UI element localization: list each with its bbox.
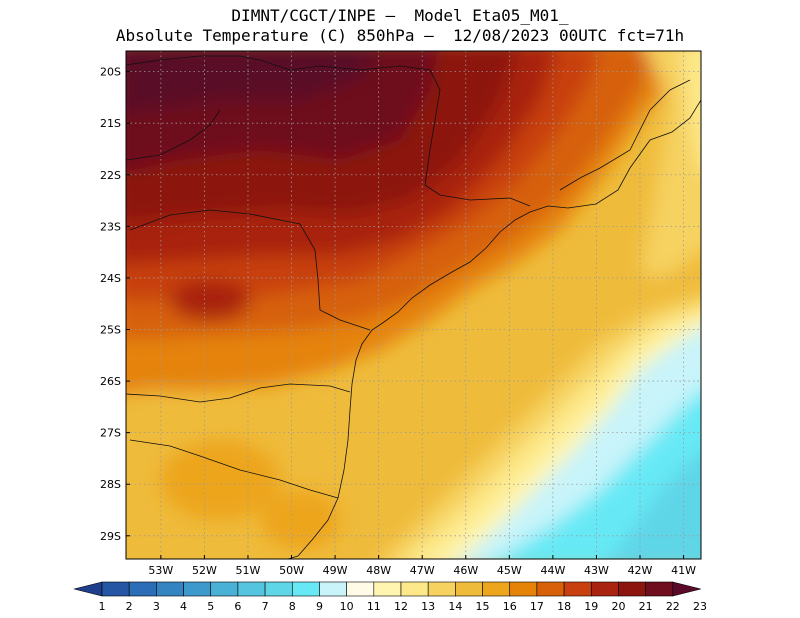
colorbar-swatch (128, 581, 157, 597)
latitude-axis: 20S 21S 22S 23S 24S 25S 26S 27S 28S 29S (100, 66, 130, 543)
lat-tick-label: 22S (100, 169, 121, 182)
temperature-field (126, 51, 701, 559)
colorbar-label: 4 (180, 600, 187, 613)
lat-tick-label: 25S (100, 323, 121, 336)
colorbar: 1 2 3 4 5 6 7 8 9 10 11 12 13 14 15 16 17 18 19 20 21 22 23 (73, 581, 707, 613)
colorbar-label: 7 (262, 600, 269, 613)
colorbar-swatch (291, 581, 320, 597)
colorbar-label: 17 (530, 600, 544, 613)
colorbar-label: 3 (153, 600, 160, 613)
border-sc-rs (129, 439, 339, 499)
lon-tick-label: 49W (323, 564, 348, 577)
colorbar-swatch (455, 581, 483, 597)
coastline (287, 99, 701, 559)
colorbar-label: 16 (503, 600, 517, 613)
colorbar-swatch (319, 581, 347, 597)
colorbar-label: 5 (207, 600, 214, 613)
colorbar-swatch (346, 581, 375, 597)
map-title-line1: DIMNT/CGCT/INPE – Model Eta05_M01_ (231, 6, 569, 25)
colorbar-swatch (101, 581, 130, 597)
colorbar-label: 18 (557, 600, 571, 613)
colorbar-label: 6 (234, 600, 241, 613)
lat-tick-label: 23S (100, 220, 121, 233)
colorbar-swatch (563, 581, 592, 597)
colorbar-label: 11 (367, 600, 381, 613)
border-ms (126, 109, 221, 161)
lon-tick-label: 48W (366, 564, 391, 577)
colorbar-swatch (400, 581, 429, 597)
colorbar-label: 22 (666, 600, 680, 613)
lon-tick-label: 44W (540, 564, 565, 577)
state-borders (126, 55, 701, 559)
colorbar-label: 1 (99, 600, 106, 613)
lon-tick-label: 43W (584, 564, 609, 577)
colorbar-swatch (509, 581, 538, 597)
lat-tick-label: 24S (100, 272, 121, 285)
colorbar-label: 15 (476, 600, 490, 613)
colorbar-swatch (536, 581, 565, 597)
colorbar-swatch (482, 581, 511, 597)
colorbar-label: 2 (126, 600, 133, 613)
colorbar-label: 8 (289, 600, 296, 613)
lon-tick-label: 41W (671, 564, 696, 577)
colorbar-swatch (427, 581, 456, 597)
colorbar-swatch (645, 581, 674, 597)
lat-lon-grid (126, 51, 701, 559)
lon-tick-label: 51W (236, 564, 261, 577)
colorbar-swatch (373, 581, 402, 597)
colorbar-label: 20 (611, 600, 625, 613)
colorbar-label: 13 (421, 600, 435, 613)
colorbar-swatch (210, 581, 239, 597)
lat-tick-label: 21S (100, 117, 121, 130)
colorbar-swatch (618, 581, 646, 597)
colorbar-swatch (183, 581, 212, 597)
colorbar-label: 12 (394, 600, 408, 613)
colorbar-label: 21 (639, 600, 653, 613)
border-sp-pr (129, 209, 371, 331)
lat-tick-label: 20S (100, 66, 121, 79)
border-mg-sp (126, 55, 531, 207)
colorbar-swatch (264, 581, 293, 597)
colorbar-arrow-right (672, 581, 701, 597)
colorbar-swatch (590, 581, 619, 597)
lon-tick-label: 53W (148, 564, 173, 577)
lon-tick-label: 47W (410, 564, 435, 577)
lat-tick-label: 26S (100, 375, 121, 388)
lon-tick-label: 42W (628, 564, 653, 577)
border-es (639, 79, 691, 131)
colorbar-label: 19 (584, 600, 598, 613)
colorbar-arrow-left (73, 581, 103, 597)
lat-tick-label: 27S (100, 427, 121, 440)
colorbar-label: 9 (316, 600, 323, 613)
lon-tick-label: 52W (192, 564, 217, 577)
lat-tick-label: 29S (100, 530, 121, 543)
border-pr-sc (126, 383, 351, 403)
colorbar-label: 23 (693, 600, 707, 613)
plot-frame (125, 50, 702, 560)
border-rj (559, 129, 641, 191)
lon-tick-label: 45W (497, 564, 522, 577)
lon-tick-label: 50W (279, 564, 304, 577)
colorbar-label: 10 (340, 600, 354, 613)
longitude-axis: 53W 52W 51W 50W 49W 48W 47W 46W 45W 44W 43W 42W 41W (148, 555, 696, 577)
colorbar-label: 14 (448, 600, 462, 613)
map-title-line2: Absolute Temperature (C) 850hPa – 12/08/… (115, 26, 685, 45)
colorbar-swatch (237, 581, 266, 597)
lat-tick-label: 28S (100, 478, 121, 491)
colorbar-swatch (156, 581, 184, 597)
lon-tick-label: 46W (453, 564, 478, 577)
